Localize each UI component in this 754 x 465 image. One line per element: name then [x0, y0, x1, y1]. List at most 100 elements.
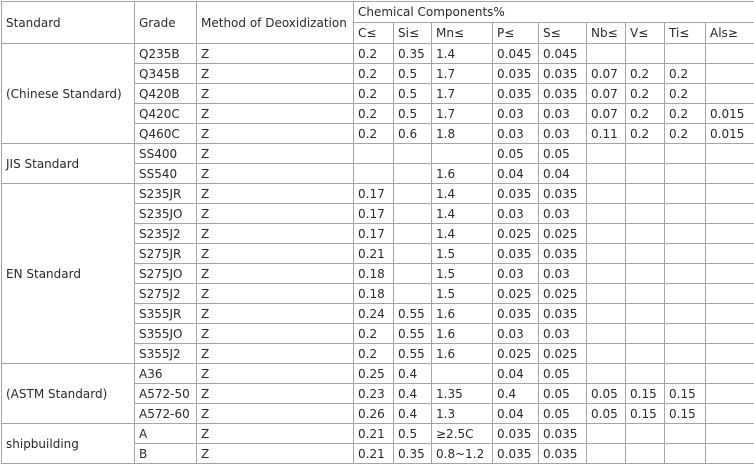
chem-value-cell: 0.05: [492, 143, 539, 164]
chem-value-cell: 0.15: [664, 383, 706, 404]
chem-value-cell: 0.55: [393, 323, 432, 344]
chem-value-cell: [586, 183, 626, 204]
chem-value-cell: 0.025: [492, 223, 539, 244]
chem-value-cell: 0.2: [353, 103, 394, 124]
chem-value-cell: 0.55: [393, 303, 432, 324]
chem-value-cell: 0.035: [538, 303, 587, 324]
chem-value-cell: [705, 223, 754, 244]
chem-value-cell: [664, 423, 706, 444]
column-header-standard: Standard: [1, 1, 135, 44]
chem-value-cell: [353, 143, 394, 164]
chem-value-cell: [705, 303, 754, 324]
chem-value-cell: [664, 443, 706, 464]
chem-value-cell: 0.015: [705, 103, 754, 124]
chem-value-cell: 0.21: [353, 443, 394, 464]
method-cell: Z: [196, 83, 354, 104]
column-header-chem-0: C≤: [353, 22, 394, 44]
column-header-chem-4: S≤: [538, 22, 587, 44]
chem-value-cell: 1.6: [431, 343, 493, 364]
chem-value-cell: 0.03: [538, 203, 587, 224]
header-row-top: Standard Grade Method of Deoxidization C…: [1, 1, 754, 44]
method-cell: Z: [196, 63, 354, 84]
chem-value-cell: 0.15: [625, 403, 665, 424]
chem-value-cell: [664, 243, 706, 264]
chem-value-cell: [625, 303, 665, 324]
chem-value-cell: 0.035: [538, 63, 587, 84]
chem-value-cell: [586, 203, 626, 224]
chem-value-cell: 0.04: [538, 163, 587, 184]
chem-value-cell: [586, 343, 626, 364]
chem-value-cell: 0.07: [586, 83, 626, 104]
chem-value-cell: 0.2: [664, 103, 706, 124]
chem-value-cell: 1.6: [431, 303, 493, 324]
table-row: Q420B Z 0.2 0.5 1.7 0.035 0.035 0.07 0.2 0.2: [2, 83, 754, 104]
chem-value-cell: [705, 263, 754, 284]
chem-value-cell: [393, 203, 432, 224]
chem-value-cell: [393, 243, 432, 264]
grade-cell: A572-50: [134, 383, 197, 404]
grade-cell: Q345B: [134, 63, 197, 84]
table-row: shipbuilding A Z 0.21 0.5 ≥2.5C 0.035 0.035: [1, 423, 754, 464]
chem-value-cell: 0.23: [353, 383, 394, 404]
chem-value-cell: [586, 443, 626, 464]
chem-value-cell: [586, 163, 626, 184]
grade-cell: S235JR: [134, 183, 197, 204]
chem-value-cell: [705, 323, 754, 344]
chem-value-cell: 0.04: [492, 363, 539, 384]
chem-value-cell: 0.03: [492, 203, 539, 224]
chem-value-cell: 1.6: [431, 323, 493, 344]
chem-value-cell: [586, 363, 626, 384]
chem-value-cell: 0.035: [538, 423, 587, 444]
chem-value-cell: 1.7: [431, 103, 493, 124]
chem-value-cell: 0.025: [538, 283, 587, 304]
chem-value-cell: 0.17: [353, 203, 394, 224]
chem-value-cell: 0.035: [492, 423, 539, 444]
chem-value-cell: [431, 363, 493, 384]
chem-value-cell: 0.8~1.2: [431, 443, 493, 464]
chem-value-cell: 0.15: [664, 403, 706, 424]
chem-value-cell: [664, 323, 706, 344]
chem-value-cell: 0.17: [353, 183, 394, 204]
grade-cell: Q460C: [134, 123, 197, 144]
chem-value-cell: [705, 43, 754, 64]
chem-value-cell: 0.05: [538, 363, 587, 384]
chem-value-cell: [393, 263, 432, 284]
chem-value-cell: 0.03: [538, 263, 587, 284]
chem-value-cell: 0.4: [393, 383, 432, 404]
chem-value-cell: 0.2: [625, 103, 665, 124]
chem-value-cell: 0.2: [353, 323, 394, 344]
chem-value-cell: 1.4: [431, 43, 493, 64]
chem-value-cell: 0.4: [393, 363, 432, 384]
chem-value-cell: [625, 423, 665, 444]
chem-value-cell: 0.2: [353, 123, 394, 144]
chem-value-cell: 0.2: [353, 43, 394, 64]
chem-value-cell: 0.05: [538, 403, 587, 424]
chem-value-cell: 0.21: [353, 423, 394, 444]
chem-value-cell: 0.2: [664, 63, 706, 84]
chem-value-cell: 0.2: [353, 63, 394, 84]
table-row: S275JR Z 0.21 1.5 0.035 0.035: [2, 243, 754, 264]
grade-cell: S355JR: [134, 303, 197, 324]
standard-cell: JIS Standard: [1, 143, 135, 184]
chem-value-cell: 0.07: [586, 63, 626, 84]
grade-cell: S235J2: [134, 223, 197, 244]
chem-value-cell: 0.6: [393, 123, 432, 144]
chem-value-cell: [705, 363, 754, 384]
grade-cell: S355J2: [134, 343, 197, 364]
table-row: S235J2 Z 0.17 1.4 0.025 0.025: [2, 223, 754, 244]
chem-value-cell: [625, 183, 665, 204]
chem-value-cell: 0.03: [492, 103, 539, 124]
chem-value-cell: [625, 363, 665, 384]
method-cell: Z: [196, 223, 354, 244]
chem-value-cell: [664, 163, 706, 184]
header-row-chem-columns: C≤ Si≤ Mn≤ P≤ S≤ Nb≤ V≤ Ti≤ Als≥: [2, 22, 754, 44]
chem-value-cell: [705, 163, 754, 184]
method-cell: Z: [196, 263, 354, 284]
grade-cell: SS400: [134, 143, 197, 164]
chem-value-cell: 1.5: [431, 283, 493, 304]
table-row: EN Standard S235JR Z 0.17 1.4 0.035 0.035: [1, 183, 754, 364]
chem-value-cell: [625, 323, 665, 344]
chem-value-cell: 0.55: [393, 343, 432, 364]
standard-cell: (Chinese Standard): [1, 43, 135, 144]
